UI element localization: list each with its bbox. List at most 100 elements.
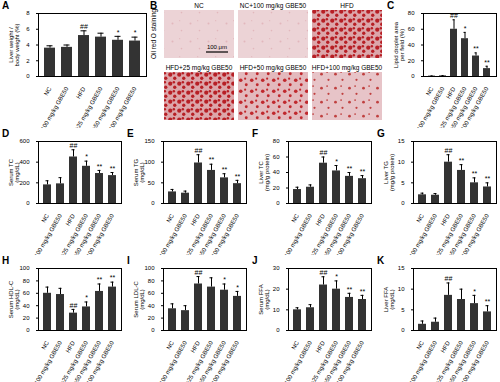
svg-text:*: *: [134, 29, 137, 36]
svg-text:Lipid droplet areaper field (%: Lipid droplet areaper field (%): [393, 21, 405, 68]
svg-text:80: 80: [273, 138, 280, 144]
svg-text:15: 15: [398, 138, 405, 144]
svg-text:##: ##: [320, 149, 328, 156]
svg-text:*: *: [236, 284, 239, 291]
svg-text:**: **: [347, 165, 353, 172]
svg-text:HFD+100 mg/kg GBE50: HFD+100 mg/kg GBE50: [312, 64, 383, 72]
svg-text:##: ##: [445, 147, 453, 154]
svg-text:HFD: HFD: [315, 212, 327, 226]
svg-text:60: 60: [23, 290, 30, 296]
svg-text:NC: NC: [194, 2, 204, 9]
svg-text:**: **: [485, 298, 491, 305]
svg-text:40: 40: [148, 303, 155, 309]
svg-text:50: 50: [148, 180, 155, 186]
svg-text:**: **: [97, 163, 103, 170]
svg-text:HFD+25 mg/kg GBE50: HFD+25 mg/kg GBE50: [166, 64, 233, 72]
svg-text:40: 40: [273, 169, 280, 175]
svg-text:Liver weight /body weight (%): Liver weight /body weight (%): [8, 23, 20, 66]
svg-text:HFD: HFD: [340, 2, 354, 9]
svg-text:*: *: [85, 153, 88, 160]
svg-text:NC+100 mg/kg GBE50: NC+100 mg/kg GBE50: [27, 339, 63, 382]
svg-text:##: ##: [450, 12, 458, 19]
svg-text:150: 150: [144, 138, 155, 144]
svg-text:60: 60: [408, 26, 415, 32]
svg-text:200: 200: [19, 180, 30, 186]
svg-text:8: 8: [26, 10, 30, 16]
svg-text:Liver TC(mg/g protein): Liver TC(mg/g protein): [258, 154, 270, 191]
svg-text:HFD: HFD: [440, 339, 452, 353]
svg-text:NC: NC: [290, 212, 300, 223]
svg-text:**: **: [110, 274, 116, 281]
svg-text:HFD+100 mg/kg GBE50: HFD+100 mg/kg GBE50: [452, 212, 490, 255]
svg-text:*: *: [464, 25, 467, 32]
svg-text:100: 100: [144, 159, 155, 165]
svg-text:30: 30: [273, 265, 280, 271]
svg-text:600: 600: [19, 138, 30, 144]
svg-text:HFD: HFD: [75, 85, 87, 99]
svg-text:NC+100 mg/kg GBE50: NC+100 mg/kg GBE50: [240, 2, 307, 10]
svg-text:HFD+100 mg/kg GBE50: HFD+100 mg/kg GBE50: [77, 212, 115, 255]
svg-text:0: 0: [151, 327, 155, 333]
svg-text:Oil red O staining: Oil red O staining: [150, 9, 158, 60]
svg-text:NC: NC: [290, 339, 300, 350]
svg-text:Serum TC(mg/dL): Serum TC(mg/dL): [8, 158, 20, 186]
svg-text:HFD+100 mg/kg GBE50: HFD+100 mg/kg GBE50: [77, 339, 115, 382]
svg-text:400: 400: [19, 159, 30, 165]
svg-text:NC+100 mg/kg GBE50: NC+100 mg/kg GBE50: [402, 339, 438, 382]
svg-text:80: 80: [23, 278, 30, 284]
svg-text:##: ##: [80, 23, 88, 30]
svg-text:*: *: [117, 29, 120, 36]
svg-text:80: 80: [148, 278, 155, 284]
svg-text:Serum FFA(mg/dL): Serum FFA(mg/dL): [258, 284, 270, 314]
svg-text:15: 15: [398, 265, 405, 271]
svg-text:**: **: [484, 59, 490, 66]
svg-text:NC: NC: [415, 339, 425, 350]
svg-text:2: 2: [26, 58, 30, 64]
svg-text:Serum HDL-C(mg/dL): Serum HDL-C(mg/dL): [8, 280, 20, 318]
svg-text:HFD+100 mg/kg GBE50: HFD+100 mg/kg GBE50: [100, 85, 138, 128]
svg-text:0: 0: [401, 327, 405, 333]
svg-text:0: 0: [26, 73, 30, 79]
svg-text:100: 100: [144, 265, 155, 271]
svg-text:NC+100 mg/kg GBE50: NC+100 mg/kg GBE50: [402, 212, 438, 255]
svg-text:**: **: [360, 288, 366, 295]
svg-text:*: *: [335, 158, 338, 165]
svg-text:20: 20: [273, 185, 280, 191]
svg-text:20: 20: [148, 315, 155, 321]
svg-text:NC: NC: [40, 212, 50, 223]
svg-text:HFD+100 mg/kg GBE50: HFD+100 mg/kg GBE50: [452, 85, 490, 128]
svg-text:HFD: HFD: [440, 212, 452, 226]
svg-text:##: ##: [445, 275, 453, 282]
svg-text:NC+100 mg/kg GBE50: NC+100 mg/kg GBE50: [277, 212, 313, 255]
svg-text:HFD: HFD: [190, 339, 202, 353]
svg-text:NC+100 mg/kg GBE50: NC+100 mg/kg GBE50: [277, 339, 313, 382]
svg-text:20: 20: [408, 58, 415, 64]
svg-text:100: 100: [19, 265, 30, 271]
svg-text:**: **: [485, 175, 491, 182]
svg-text:NC: NC: [43, 85, 53, 96]
svg-text:HFD+100 mg/kg GBE50: HFD+100 mg/kg GBE50: [452, 339, 490, 382]
svg-text:NC+100 mg/kg GBE50: NC+100 mg/kg GBE50: [410, 85, 446, 128]
svg-text:5: 5: [401, 180, 405, 186]
svg-text:##: ##: [70, 302, 78, 309]
svg-text:**: **: [235, 173, 241, 180]
svg-text:**: **: [209, 156, 215, 163]
svg-text:0: 0: [276, 327, 280, 333]
svg-text:20: 20: [23, 315, 30, 321]
svg-text:HFD: HFD: [65, 339, 77, 353]
svg-text:NC+100 mg/kg GBE50: NC+100 mg/kg GBE50: [152, 212, 188, 255]
svg-text:**: **: [360, 168, 366, 175]
svg-text:0: 0: [276, 200, 280, 206]
svg-text:HFD+100 mg/kg GBE50: HFD+100 mg/kg GBE50: [202, 212, 240, 255]
svg-text:*: *: [335, 273, 338, 280]
svg-text:NC+100 mg/kg GBE50: NC+100 mg/kg GBE50: [152, 339, 188, 382]
svg-text:##: ##: [195, 147, 203, 154]
svg-text:*: *: [473, 288, 476, 295]
svg-text:Liver TG(mg/g protein): Liver TG(mg/g protein): [383, 154, 395, 191]
svg-text:NC: NC: [165, 212, 175, 223]
svg-text:HFD: HFD: [190, 212, 202, 226]
svg-text:Liver FFA(mg/dL): Liver FFA(mg/dL): [383, 287, 395, 313]
svg-text:**: **: [472, 170, 478, 177]
svg-text:40: 40: [408, 42, 415, 48]
svg-text:**: **: [347, 286, 353, 293]
